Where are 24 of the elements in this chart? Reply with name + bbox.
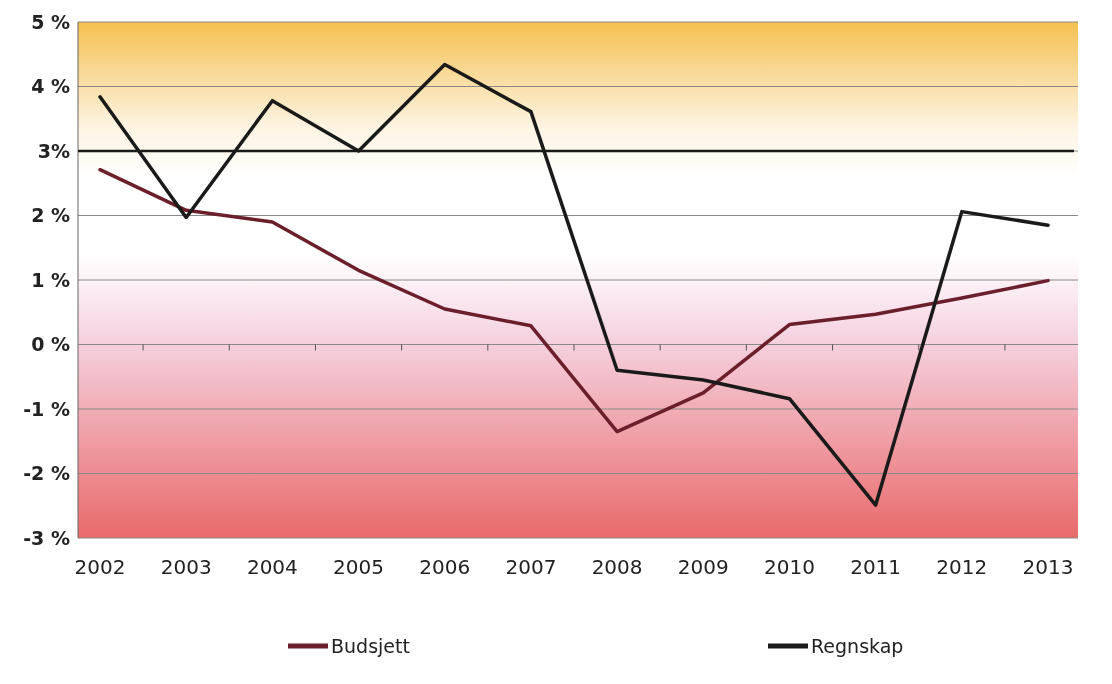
y-tick-label: 0 % — [31, 333, 70, 356]
x-tick-label: 2002 — [74, 555, 126, 579]
x-tick-label: 2008 — [591, 555, 643, 579]
x-tick-label: 2012 — [936, 555, 988, 579]
legend-label: Regnskap — [811, 634, 904, 657]
x-tick-label: 2005 — [333, 555, 384, 579]
y-tick-label: 1 % — [31, 268, 70, 291]
y-tick-label: 4 % — [31, 75, 70, 98]
legend-label: Budsjett — [331, 634, 410, 657]
x-tick-label: 2006 — [419, 555, 471, 579]
y-tick-label: -2 % — [23, 462, 70, 485]
y-tick-label: -3 % — [23, 526, 70, 549]
x-tick-label: 2010 — [764, 555, 815, 579]
x-tick-label: 2004 — [246, 555, 298, 579]
x-tick-label: 2013 — [1022, 555, 1074, 579]
y-tick-label: -1 % — [23, 397, 70, 420]
y-tick-label: 3% — [37, 139, 70, 162]
x-tick-label: 2007 — [505, 555, 557, 579]
y-tick-label: 5 % — [31, 10, 70, 33]
y-tick-label: 2 % — [31, 204, 70, 227]
line-series — [98, 167, 1050, 434]
x-tick-label: 2011 — [850, 555, 902, 579]
x-tick-label: 2003 — [160, 555, 212, 579]
x-tick-label: 2009 — [677, 555, 729, 579]
